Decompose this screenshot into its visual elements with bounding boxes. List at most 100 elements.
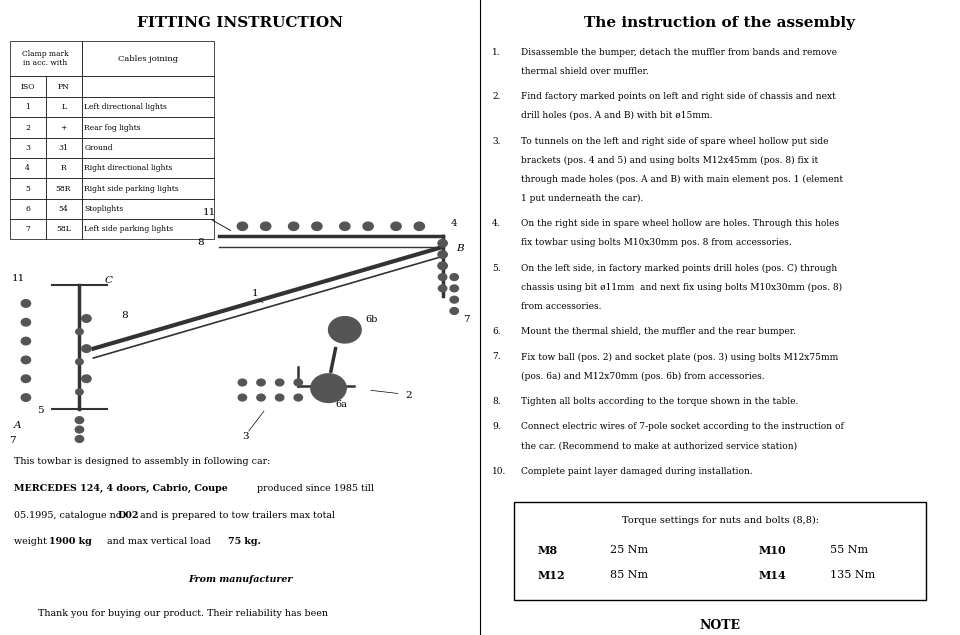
Bar (10, 178, 46, 199)
Bar (10, 138, 46, 158)
Circle shape (21, 375, 31, 382)
Text: Mount the thermal shield, the muffler and the rear bumper.: Mount the thermal shield, the muffler an… (520, 327, 796, 336)
Circle shape (238, 394, 247, 401)
Circle shape (76, 389, 84, 395)
Text: 05.1995, catalogue no.: 05.1995, catalogue no. (14, 511, 128, 519)
Text: Torque settings for nuts and bolts (8,8):: Torque settings for nuts and bolts (8,8)… (621, 516, 819, 525)
Text: 11: 11 (12, 274, 25, 283)
Text: 6a: 6a (336, 400, 348, 409)
Text: Tighten all bolts according to the torque shown in the table.: Tighten all bolts according to the torqu… (520, 397, 798, 406)
Circle shape (238, 379, 247, 386)
Text: Rear fog lights: Rear fog lights (84, 124, 141, 131)
Circle shape (438, 262, 447, 270)
Text: 3.: 3. (492, 137, 500, 145)
Bar (10, 219, 46, 239)
Circle shape (76, 359, 84, 364)
Circle shape (391, 222, 401, 231)
Text: Right side parking lights: Right side parking lights (84, 185, 180, 192)
Text: 2: 2 (25, 124, 30, 131)
Text: 8.: 8. (492, 397, 500, 406)
Bar (514, 502, 926, 600)
Bar (46, 97, 82, 117)
Text: 5: 5 (25, 185, 30, 192)
Circle shape (76, 329, 84, 335)
Text: Fix tow ball (pos. 2) and socket plate (pos. 3) using bolts M12x75mm: Fix tow ball (pos. 2) and socket plate (… (520, 352, 838, 361)
Text: 6.: 6. (492, 327, 500, 336)
Circle shape (260, 222, 271, 231)
Text: brackets (pos. 4 and 5) and using bolts M12x45mm (pos. 8) fix it: brackets (pos. 4 and 5) and using bolts … (520, 156, 818, 164)
Text: 2.: 2. (492, 92, 500, 101)
Text: 8: 8 (121, 312, 128, 321)
Text: M8: M8 (538, 545, 558, 556)
Text: 6b: 6b (366, 315, 378, 324)
Text: +: + (60, 124, 67, 131)
Text: M14: M14 (758, 570, 786, 581)
Circle shape (257, 379, 265, 386)
Circle shape (21, 319, 31, 326)
Text: D02: D02 (117, 511, 139, 519)
Circle shape (340, 222, 350, 231)
Text: Disassemble the bumper, detach the muffler from bands and remove: Disassemble the bumper, detach the muffl… (520, 48, 837, 57)
Text: the car. (Recommend to make at authorized service station): the car. (Recommend to make at authorize… (520, 441, 797, 450)
Text: B: B (457, 244, 465, 253)
Text: 10.: 10. (492, 467, 506, 476)
Text: weight: weight (14, 537, 50, 546)
Text: Right directional lights: Right directional lights (84, 164, 173, 172)
Text: 58L: 58L (57, 225, 71, 233)
Bar (82, 219, 213, 239)
Text: 55 Nm: 55 Nm (830, 545, 869, 555)
Text: NOTE: NOTE (700, 619, 740, 632)
Text: 25 Nm: 25 Nm (610, 545, 648, 555)
Bar (10, 199, 46, 219)
Bar (10, 76, 46, 97)
Text: 3: 3 (242, 432, 249, 441)
Circle shape (75, 426, 84, 433)
Text: 9.: 9. (492, 422, 500, 431)
Bar (46, 138, 82, 158)
Text: 1.: 1. (492, 48, 500, 57)
Bar (82, 76, 213, 97)
Text: and max vertical load: and max vertical load (101, 537, 214, 546)
Circle shape (21, 356, 31, 364)
Text: 85 Nm: 85 Nm (610, 570, 648, 580)
Bar (82, 158, 213, 178)
Text: 2: 2 (405, 391, 412, 399)
Bar (46, 199, 82, 219)
Text: C: C (105, 276, 113, 284)
Text: 8: 8 (197, 238, 204, 247)
Bar (82, 199, 213, 219)
Text: On the right side in spare wheel hollow are holes. Through this holes: On the right side in spare wheel hollow … (520, 219, 839, 228)
Text: Clamp mark
in acc. with: Clamp mark in acc. with (22, 50, 69, 67)
Bar (46, 76, 82, 97)
Bar (82, 97, 213, 117)
Text: 54: 54 (59, 205, 68, 213)
Circle shape (450, 307, 459, 314)
Circle shape (294, 379, 302, 386)
Text: 1: 1 (252, 289, 258, 298)
Text: from accessories.: from accessories. (520, 302, 601, 311)
Text: Left side parking lights: Left side parking lights (84, 225, 174, 233)
Bar (10, 117, 46, 138)
Text: through made holes (pos. A and B) with main element pos. 1 (element: through made holes (pos. A and B) with m… (520, 175, 843, 184)
Text: Connect electric wires of 7-pole socket according to the instruction of: Connect electric wires of 7-pole socket … (520, 422, 844, 431)
Circle shape (21, 337, 31, 345)
Text: 7.: 7. (492, 352, 500, 361)
Text: This towbar is designed to assembly in following car:: This towbar is designed to assembly in f… (14, 457, 271, 466)
Text: (pos. 6a) and M12x70mm (pos. 6b) from accessories.: (pos. 6a) and M12x70mm (pos. 6b) from ac… (520, 371, 764, 380)
Text: 5: 5 (37, 406, 44, 415)
Text: Find factory marked points on left and right side of chassis and next: Find factory marked points on left and r… (520, 92, 835, 101)
Text: 3: 3 (25, 144, 30, 152)
Circle shape (312, 222, 322, 231)
Circle shape (450, 274, 459, 281)
Text: To tunnels on the left and right side of spare wheel hollow put side: To tunnels on the left and right side of… (520, 137, 828, 145)
Text: 135 Nm: 135 Nm (830, 570, 876, 580)
Circle shape (276, 379, 284, 386)
Circle shape (82, 315, 91, 323)
Bar (82, 117, 213, 138)
Circle shape (82, 345, 91, 352)
Bar (46, 117, 82, 138)
Circle shape (257, 394, 265, 401)
Text: M12: M12 (538, 570, 565, 581)
Bar (10, 97, 46, 117)
Text: MERCEDES 124, 4 doors, Cabrio, Coupe: MERCEDES 124, 4 doors, Cabrio, Coupe (14, 484, 228, 493)
